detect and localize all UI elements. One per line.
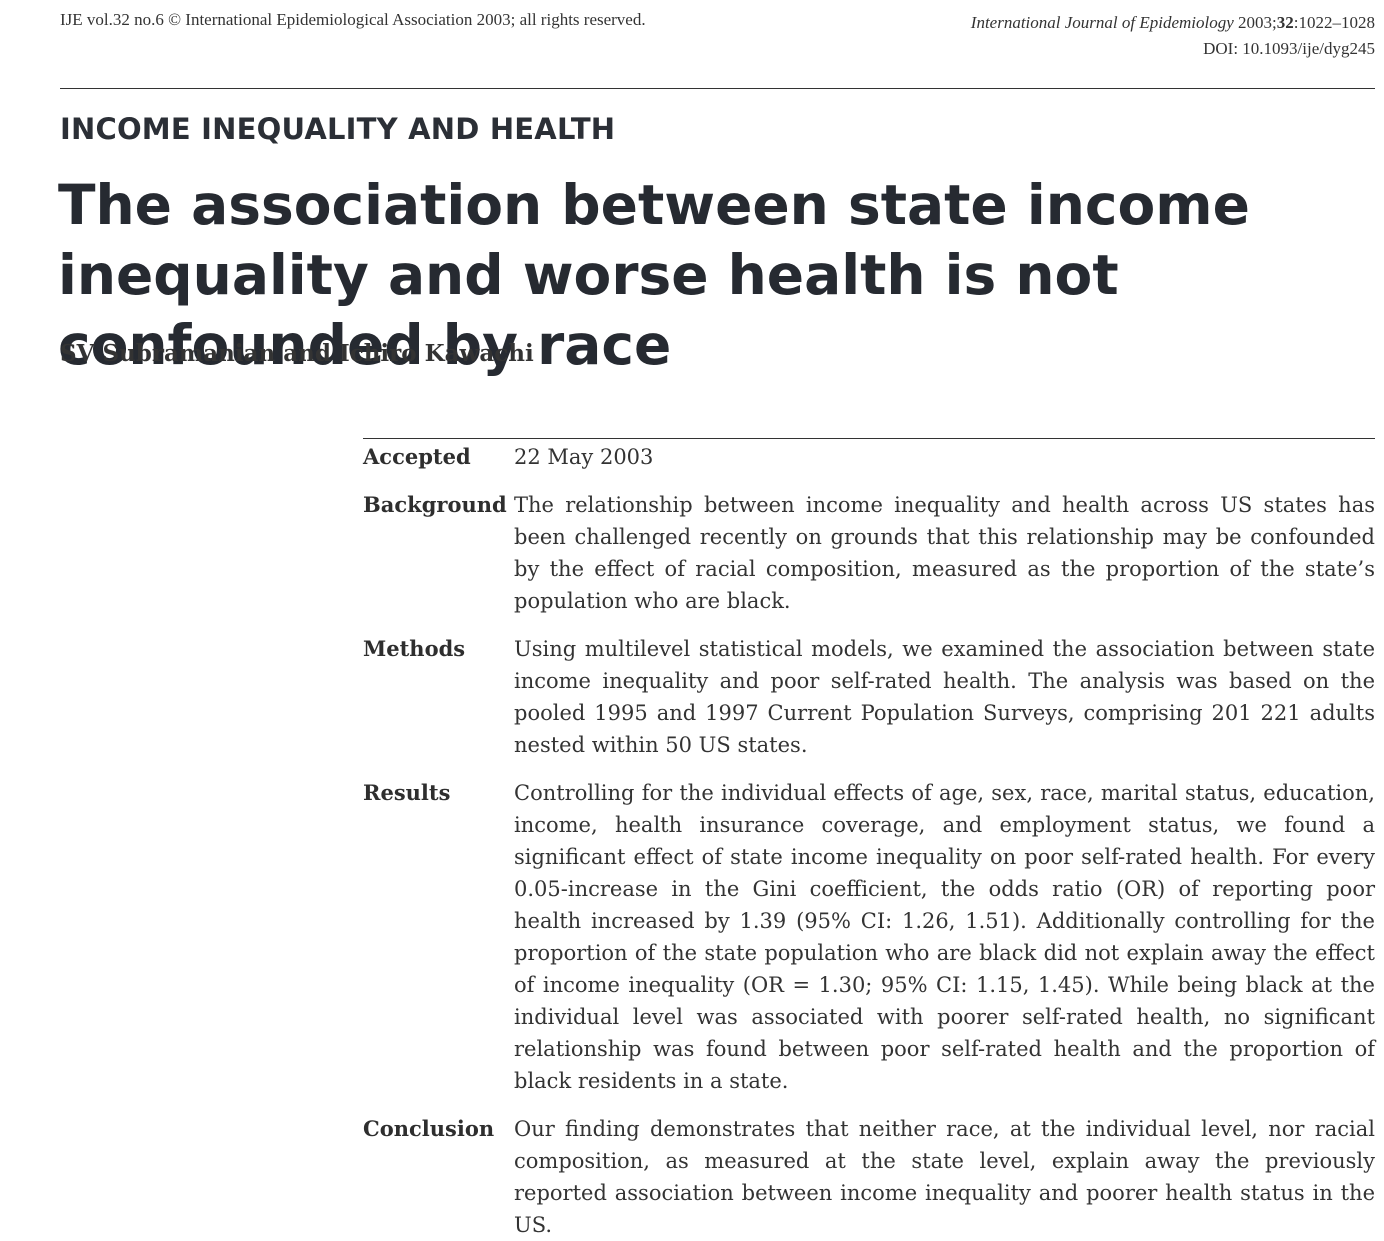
abstract: Accepted 22 May 2003 Background The rela…	[363, 438, 1375, 1241]
abstract-row-results: Results Controlling for the individual e…	[363, 777, 1375, 1097]
header-divider	[60, 88, 1375, 89]
abstract-text: Using multilevel statistical models, we …	[514, 637, 1375, 757]
abstract-label: Methods	[363, 636, 466, 661]
citation-year: 2003;	[1238, 13, 1277, 32]
doi: DOI: 10.1093/ije/dyg245	[1203, 39, 1375, 58]
abstract-text: The relationship between income inequali…	[514, 493, 1375, 613]
authors: SV Subramanian and Ichiro Kawachi	[60, 340, 534, 367]
abstract-label: Results	[363, 780, 451, 805]
citation-pages: :1022–1028	[1293, 13, 1375, 32]
citation-line: International Journal of Epidemiology 20…	[971, 10, 1375, 36]
article-page: IJE vol.32 no.6 © International Epidemio…	[58, 10, 1375, 1237]
journal-name: International Journal of Epidemiology	[970, 13, 1234, 32]
abstract-label: Background	[363, 492, 507, 517]
journal-citation: International Journal of Epidemiology 20…	[971, 10, 1375, 62]
abstract-row-conclusion: Conclusion Our finding demonstrates that…	[363, 1113, 1375, 1241]
journal-copyright-line: IJE vol.32 no.6 © International Epidemio…	[60, 10, 646, 29]
citation-volume: 32	[1276, 13, 1294, 32]
abstract-text: Controlling for the individual effects o…	[514, 781, 1375, 1093]
abstract-label: Accepted	[363, 444, 471, 469]
article-title: The association between state income ine…	[58, 173, 1250, 377]
abstract-row-background: Background The relationship between inco…	[363, 489, 1375, 617]
section-label: INCOME INEQUALITY AND HEALTH	[60, 112, 616, 146]
accepted-date: 22 May 2003	[514, 445, 654, 469]
abstract-row-accepted: Accepted 22 May 2003	[363, 441, 1375, 473]
abstract-row-methods: Methods Using multilevel statistical mod…	[363, 633, 1375, 761]
abstract-label: Conclusion	[363, 1116, 495, 1141]
abstract-text: Our finding demonstrates that neither ra…	[514, 1117, 1375, 1237]
